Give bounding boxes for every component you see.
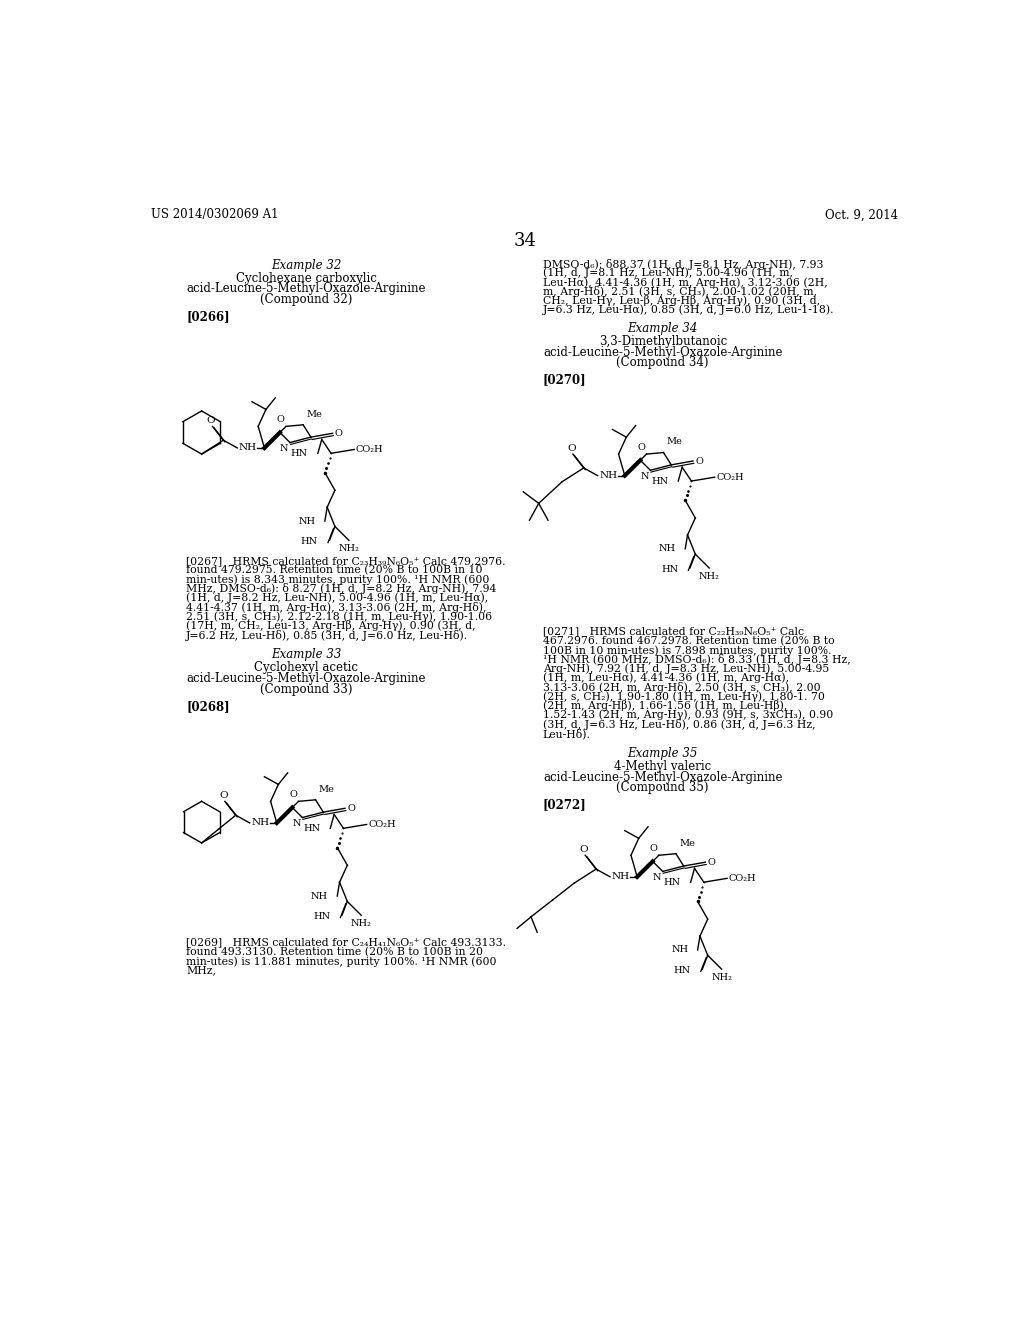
Text: Example 34: Example 34 xyxy=(628,322,698,335)
Text: O: O xyxy=(580,845,588,854)
Text: O: O xyxy=(695,457,703,466)
Text: HN: HN xyxy=(651,477,669,486)
Text: Example 35: Example 35 xyxy=(628,747,698,760)
Text: [0270]: [0270] xyxy=(543,374,587,387)
Text: HN: HN xyxy=(313,912,331,921)
Text: (Compound 35): (Compound 35) xyxy=(616,781,709,795)
Text: NH₂: NH₂ xyxy=(351,919,372,928)
Text: acid-Leucine-5-Methyl-Oxazole-Arginine: acid-Leucine-5-Methyl-Oxazole-Arginine xyxy=(186,672,426,685)
Text: Example 33: Example 33 xyxy=(271,648,341,661)
Text: acid-Leucine-5-Methyl-Oxazole-Arginine: acid-Leucine-5-Methyl-Oxazole-Arginine xyxy=(186,282,426,296)
Text: [0269]   HRMS calculated for C₂₄H₄₁N₆O₅⁺ Calc 493.3133.: [0269] HRMS calculated for C₂₄H₄₁N₆O₅⁺ C… xyxy=(186,937,506,948)
Text: (1H, m, Leu-Hα), 4.41-4.36 (1H, m, Arg-Hα),: (1H, m, Leu-Hα), 4.41-4.36 (1H, m, Arg-H… xyxy=(543,673,788,684)
Text: NH: NH xyxy=(658,544,676,553)
Text: NH₂: NH₂ xyxy=(712,973,732,982)
Text: O: O xyxy=(347,804,355,813)
Text: Cyclohexane carboxylic: Cyclohexane carboxylic xyxy=(236,272,377,285)
Text: HN: HN xyxy=(301,537,317,546)
Text: (1H, d, J=8.1 Hz, Leu-NH), 5.00-4.96 (1H, m,: (1H, d, J=8.1 Hz, Leu-NH), 5.00-4.96 (1H… xyxy=(543,268,793,279)
Text: N: N xyxy=(652,873,662,882)
Text: O: O xyxy=(649,843,657,853)
Text: HN: HN xyxy=(291,449,308,458)
Text: MHz,: MHz, xyxy=(186,965,216,975)
Text: O: O xyxy=(567,444,575,453)
Text: J=6.2 Hz, Leu-Hδ), 0.85 (3H, d, J=6.0 Hz, Leu-Hδ).: J=6.2 Hz, Leu-Hδ), 0.85 (3H, d, J=6.0 Hz… xyxy=(186,630,468,640)
Text: 3.13-3.06 (2H, m, Arg-Hδ), 2.50 (3H, s, CH₃), 2.00: 3.13-3.06 (2H, m, Arg-Hδ), 2.50 (3H, s, … xyxy=(543,682,820,693)
Text: acid-Leucine-5-Methyl-Oxazole-Arginine: acid-Leucine-5-Methyl-Oxazole-Arginine xyxy=(543,771,782,784)
Text: CO₂H: CO₂H xyxy=(729,874,757,883)
Text: Oct. 9, 2014: Oct. 9, 2014 xyxy=(825,209,898,222)
Text: (17H, m, CH₂, Leu-13, Arg-Hβ, Arg-Hγ), 0.90 (3H, d,: (17H, m, CH₂, Leu-13, Arg-Hβ, Arg-Hγ), 0… xyxy=(186,620,476,631)
Text: J=6.3 Hz, Leu-Hα), 0.85 (3H, d, J=6.0 Hz, Leu-1-18).: J=6.3 Hz, Leu-Hα), 0.85 (3H, d, J=6.0 Hz… xyxy=(543,305,835,315)
Text: Me: Me xyxy=(306,409,323,418)
Text: HN: HN xyxy=(662,565,678,574)
Text: Cyclohexyl acetic: Cyclohexyl acetic xyxy=(254,661,358,675)
Text: DMSO-d₆): δ88.37 (1H, d, J=8.1 Hz, Arg-NH), 7.93: DMSO-d₆): δ88.37 (1H, d, J=8.1 Hz, Arg-N… xyxy=(543,259,823,269)
Text: acid-Leucine-5-Methyl-Oxazole-Arginine: acid-Leucine-5-Methyl-Oxazole-Arginine xyxy=(543,346,782,359)
Text: [0271]   HRMS calculated for C₂₂H₃₉N₆O₅⁺ Calc: [0271] HRMS calculated for C₂₂H₃₉N₆O₅⁺ C… xyxy=(543,627,804,636)
Text: NH: NH xyxy=(251,818,269,828)
Text: ¹H NMR (600 MHz, DMSO-d₆): δ 8.33 (1H, d, J=8.3 Hz,: ¹H NMR (600 MHz, DMSO-d₆): δ 8.33 (1H, d… xyxy=(543,655,850,665)
Text: (Compound 32): (Compound 32) xyxy=(260,293,352,306)
Text: 4-Methyl valeric: 4-Methyl valeric xyxy=(614,760,712,772)
Text: 3,3-Dimethylbutanoic: 3,3-Dimethylbutanoic xyxy=(599,335,727,347)
Text: Leu-Hα), 4.41-4.36 (1H, m, Arg-Hα), 3.12-3.06 (2H,: Leu-Hα), 4.41-4.36 (1H, m, Arg-Hα), 3.12… xyxy=(543,277,827,288)
Text: HN: HN xyxy=(674,966,690,975)
Text: [0268]: [0268] xyxy=(186,700,229,713)
Text: 4.41-4.37 (1H, m, Arg-Hα), 3.13-3.06 (2H, m, Arg-Hδ),: 4.41-4.37 (1H, m, Arg-Hα), 3.13-3.06 (2H… xyxy=(186,602,486,612)
Text: O: O xyxy=(289,791,297,799)
Text: O: O xyxy=(276,414,285,424)
Text: [0266]: [0266] xyxy=(186,310,229,323)
Text: Me: Me xyxy=(318,784,335,793)
Text: NH: NH xyxy=(311,891,328,900)
Text: (Compound 33): (Compound 33) xyxy=(260,682,352,696)
Text: O: O xyxy=(219,791,227,800)
Text: Example 32: Example 32 xyxy=(271,259,341,272)
Text: m, Arg-Hδ), 2.51 (3H, s, CH₃), 2.00-1.02 (20H, m,: m, Arg-Hδ), 2.51 (3H, s, CH₃), 2.00-1.02… xyxy=(543,286,816,297)
Text: min-utes) is 8.343 minutes, purity 100%. ¹H NMR (600: min-utes) is 8.343 minutes, purity 100%.… xyxy=(186,574,489,585)
Text: CH₂, Leu-Hγ, Leu-β, Arg-Hβ, Arg-Hγ), 0.90 (3H, d,: CH₂, Leu-Hγ, Leu-β, Arg-Hβ, Arg-Hγ), 0.9… xyxy=(543,296,820,306)
Text: MHz, DMSO-d₆): δ 8.27 (1H, d, J=8.2 Hz, Arg-NH), 7.94: MHz, DMSO-d₆): δ 8.27 (1H, d, J=8.2 Hz, … xyxy=(186,583,497,594)
Text: O: O xyxy=(708,858,716,867)
Text: CO₂H: CO₂H xyxy=(369,820,396,829)
Text: (2H, m, Arg-Hβ), 1.66-1.56 (1H, m, Leu-Hβ),: (2H, m, Arg-Hβ), 1.66-1.56 (1H, m, Leu-H… xyxy=(543,701,787,711)
Text: min-utes) is 11.881 minutes, purity 100%. ¹H NMR (600: min-utes) is 11.881 minutes, purity 100%… xyxy=(186,956,497,966)
Text: NH: NH xyxy=(239,444,257,453)
Text: 467.2976. found 467.2978. Retention time (20% B to: 467.2976. found 467.2978. Retention time… xyxy=(543,636,835,645)
Text: US 2014/0302069 A1: US 2014/0302069 A1 xyxy=(152,209,279,222)
Text: NH₂: NH₂ xyxy=(698,572,720,581)
Text: NH: NH xyxy=(599,471,617,480)
Text: HN: HN xyxy=(303,824,321,833)
Text: (1H, d, J=8.2 Hz, Leu-NH), 5.00-4.96 (1H, m, Leu-Hα),: (1H, d, J=8.2 Hz, Leu-NH), 5.00-4.96 (1H… xyxy=(186,593,488,603)
Text: N: N xyxy=(640,471,649,480)
Text: NH: NH xyxy=(611,873,630,882)
Text: O: O xyxy=(207,416,215,425)
Text: 2.51 (3H, s, CH₃), 2.12-2.18 (1H, m, Leu-Hγ), 1.90-1.06: 2.51 (3H, s, CH₃), 2.12-2.18 (1H, m, Leu… xyxy=(186,611,493,622)
Text: NH: NH xyxy=(298,516,315,525)
Text: NH: NH xyxy=(671,945,688,954)
Text: [0272]: [0272] xyxy=(543,799,587,812)
Text: found 479.2975. Retention time (20% B to 100B in 10: found 479.2975. Retention time (20% B to… xyxy=(186,565,482,576)
Text: 34: 34 xyxy=(513,231,537,249)
Text: Leu-Hδ).: Leu-Hδ). xyxy=(543,729,591,739)
Text: 100B in 10 min-utes) is 7.898 minutes, purity 100%.: 100B in 10 min-utes) is 7.898 minutes, p… xyxy=(543,645,831,656)
Text: (2H, s, CH₂), 1.90-1.80 (1H, m, Leu-Hγ), 1.80-1. 70: (2H, s, CH₂), 1.90-1.80 (1H, m, Leu-Hγ),… xyxy=(543,692,824,702)
Text: HN: HN xyxy=(664,878,681,887)
Text: NH₂: NH₂ xyxy=(339,544,359,553)
Text: [0267]   HRMS calculated for C₂₃H₃₉N₆O₅⁺ Calc 479.2976.: [0267] HRMS calculated for C₂₃H₃₉N₆O₅⁺ C… xyxy=(186,556,506,566)
Text: Me: Me xyxy=(667,437,683,446)
Text: O: O xyxy=(637,442,645,451)
Text: found 493.3130. Retention time (20% B to 100B in 20: found 493.3130. Retention time (20% B to… xyxy=(186,946,483,957)
Text: (3H, d, J=6.3 Hz, Leu-Hδ), 0.86 (3H, d, J=6.3 Hz,: (3H, d, J=6.3 Hz, Leu-Hδ), 0.86 (3H, d, … xyxy=(543,719,815,730)
Text: N: N xyxy=(280,444,289,453)
Text: 1.52-1.43 (2H, m, Arg-Hγ), 0.93 (9H, s, 3xCH₃), 0.90: 1.52-1.43 (2H, m, Arg-Hγ), 0.93 (9H, s, … xyxy=(543,710,833,721)
Text: (Compound 34): (Compound 34) xyxy=(616,356,709,370)
Text: CO₂H: CO₂H xyxy=(716,473,743,482)
Text: CO₂H: CO₂H xyxy=(356,445,383,454)
Text: O: O xyxy=(335,429,343,438)
Text: Me: Me xyxy=(679,838,695,847)
Text: N: N xyxy=(292,818,301,828)
Text: Arg-NH), 7.92 (1H, d, J=8.3 Hz, Leu-NH), 5.00-4.95: Arg-NH), 7.92 (1H, d, J=8.3 Hz, Leu-NH),… xyxy=(543,664,828,675)
